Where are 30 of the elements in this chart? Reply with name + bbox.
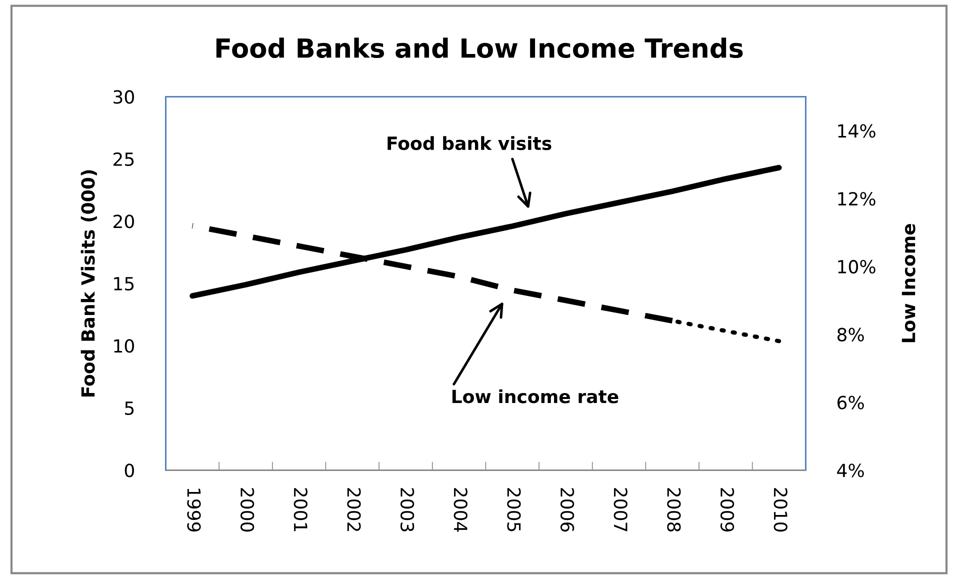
y-tick-label: 5 (125, 402, 134, 416)
y-tick-label: 20 (114, 214, 134, 228)
y-axis-title: Food Bank Visits (000) (80, 170, 97, 396)
x-tick-label: 2000 (240, 488, 254, 532)
y-tick-label: 10 (114, 339, 134, 353)
annotation: Food bank visits (388, 136, 552, 150)
y2-tick-label: 12% (838, 192, 876, 206)
y2-tick-label: 6% (837, 396, 864, 410)
y2-axis-title: Low Income (902, 224, 916, 342)
x-tick-label: 2009 (720, 488, 734, 532)
x-tick-label: 2001 (294, 488, 308, 532)
y-tick-label: 15 (114, 277, 134, 291)
x-tick-label: 2004 (454, 488, 468, 532)
y2-tick-label: 14% (838, 124, 876, 138)
y2-tick-label: 4% (837, 464, 864, 478)
y-tick-label: 25 (114, 152, 134, 166)
x-tick-label: 2010 (774, 488, 788, 532)
y-tick-label: 0 (124, 464, 134, 478)
x-tick-label: 2007 (614, 488, 628, 532)
chart-title: Food Banks and Low Income Trends (216, 38, 743, 58)
x-tick-label: 1999 (187, 488, 201, 532)
x-tick-label: 2002 (347, 488, 361, 531)
x-tick-label: 2008 (667, 488, 681, 532)
x-tick-label: 2005 (507, 488, 521, 532)
y2-tick-label: 10% (838, 260, 876, 274)
y-tick-label: 30 (114, 90, 134, 104)
annotation: Low income rate (452, 389, 618, 404)
x-tick-label: 2003 (400, 488, 414, 532)
y2-tick-label: 8% (837, 328, 864, 342)
x-tick-label: 2006 (560, 488, 574, 532)
